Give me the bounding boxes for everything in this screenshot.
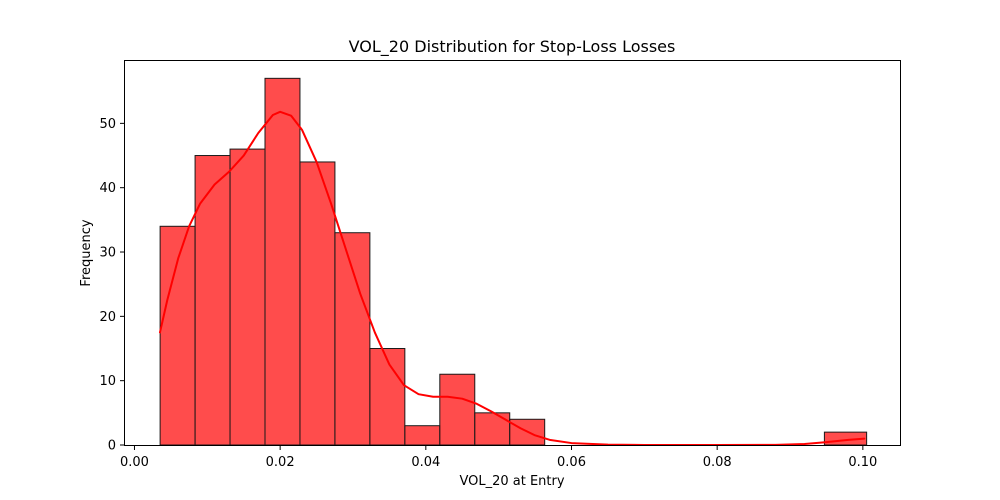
histogram-bar bbox=[334, 232, 371, 446]
y-tick-label: 20 bbox=[99, 310, 116, 325]
histogram-bar bbox=[229, 148, 266, 446]
y-tick-label: 40 bbox=[99, 181, 116, 196]
y-tick-label: 50 bbox=[99, 117, 116, 132]
x-tick-label: 0.06 bbox=[557, 455, 586, 470]
x-tick-label: 0.10 bbox=[848, 455, 877, 470]
kde-curve bbox=[158, 110, 866, 446]
histogram-bar bbox=[439, 373, 476, 446]
y-axis-label: Frequency bbox=[79, 219, 94, 286]
histogram-bar bbox=[404, 425, 441, 446]
histogram-bar bbox=[264, 77, 301, 446]
x-tick-label: 0.00 bbox=[120, 455, 149, 470]
histogram-bar bbox=[369, 348, 406, 446]
x-tick-label: 0.08 bbox=[703, 455, 732, 470]
x-axis-ticks: 0.00 0.02 0.04 0.06 0.08 0.10 bbox=[120, 445, 877, 470]
x-tick-label: 0.04 bbox=[411, 455, 440, 470]
y-axis-ticks: 0 10 20 30 40 50 bbox=[99, 117, 125, 454]
kde-layer bbox=[158, 110, 866, 446]
y-tick-label: 0 bbox=[108, 439, 116, 454]
histogram-bars bbox=[159, 77, 868, 446]
x-tick-label: 0.02 bbox=[266, 455, 295, 470]
histogram-bar bbox=[474, 412, 511, 446]
y-tick-label: 30 bbox=[99, 246, 116, 261]
histogram-bar bbox=[194, 155, 231, 446]
histogram-bar bbox=[299, 161, 336, 446]
x-axis-label: VOL_20 at Entry bbox=[459, 474, 564, 489]
chart-title: VOL_20 Distribution for Stop-Loss Losses bbox=[349, 37, 676, 57]
plot-frame bbox=[124, 60, 901, 446]
y-tick-label: 10 bbox=[99, 374, 116, 389]
